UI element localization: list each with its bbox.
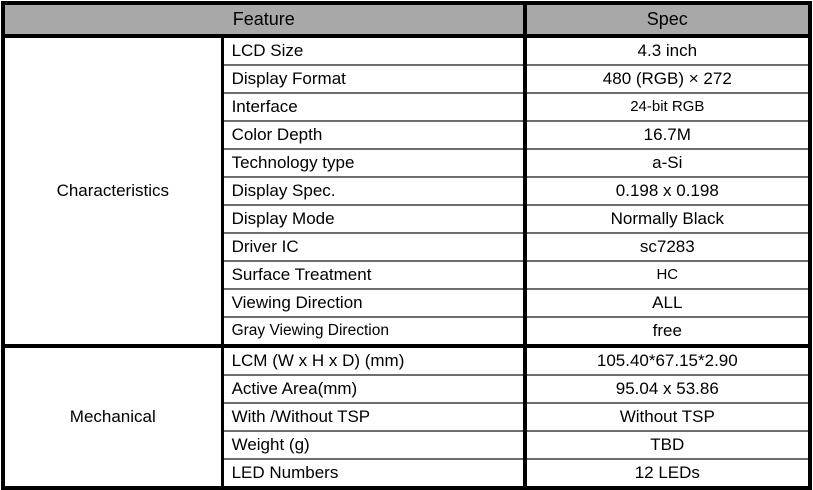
spec-cell: 4.3 inch — [524, 36, 810, 66]
spec-cell: 12 LEDs — [524, 458, 810, 488]
feature-cell: Interface — [222, 92, 527, 122]
feature-cell: Driver IC — [222, 232, 527, 262]
table-row: With /Without TSP Without TSP — [3, 402, 810, 432]
table-row: Surface Treatment HC — [3, 260, 810, 290]
spec-cell: ALL — [524, 288, 810, 318]
table-row: Characteristics LCD Size 4.3 inch — [3, 36, 810, 346]
table-row: Active Area(mm) 95.04 x 53.86 — [3, 374, 810, 404]
feature-cell: With /Without TSP — [222, 402, 527, 432]
header-spec: Spec — [524, 3, 810, 38]
feature-cell: LED Numbers — [222, 458, 527, 488]
table-row: Interface 24-bit RGB — [3, 92, 810, 122]
table-row: Weight (g) TBD — [3, 430, 810, 460]
feature-cell: Surface Treatment — [222, 260, 527, 290]
table-row: Color Depth 16.7M — [3, 120, 810, 150]
spec-cell: 105.40*67.15*2.90 — [524, 344, 810, 376]
table-row: Display Mode Normally Black — [3, 204, 810, 234]
table-row: Driver IC sc7283 — [3, 232, 810, 262]
spec-cell: TBD — [524, 430, 810, 460]
feature-cell: Color Depth — [222, 120, 527, 150]
feature-cell: Active Area(mm) — [222, 374, 527, 404]
feature-cell: Weight (g) — [222, 430, 527, 460]
feature-cell: LCD Size — [222, 36, 527, 66]
feature-cell: Gray Viewing Direction — [222, 316, 527, 347]
spec-cell: HC — [524, 260, 810, 290]
header-feature: Feature — [3, 3, 527, 38]
feature-cell: Technology type — [222, 148, 527, 178]
spec-cell: sc7283 — [524, 232, 810, 262]
feature-cell: Display Spec. — [222, 176, 527, 206]
table-row: Display Spec. 0.198 x 0.198 — [3, 176, 810, 206]
spec-cell: 0.198 x 0.198 — [524, 176, 810, 206]
spec-cell: Without TSP — [524, 402, 810, 432]
table-row: Mechanical LCM (W x H x D) (mm) 105.40*6… — [3, 344, 810, 488]
feature-cell: Viewing Direction — [222, 288, 527, 318]
table-row: Technology type a-Si — [3, 148, 810, 178]
header-row: Feature Spec — [3, 3, 810, 38]
table-row: Display Format 480 (RGB) × 272 — [3, 64, 810, 94]
table-row: Viewing Direction ALL — [3, 288, 810, 318]
feature-cell: Display Mode — [222, 204, 527, 234]
group-cell-mechanical: Mechanical — [3, 344, 224, 488]
group-cell-characteristics: Characteristics — [3, 36, 224, 346]
feature-cell: LCM (W x H x D) (mm) — [222, 344, 527, 376]
spec-cell: a-Si — [524, 148, 810, 178]
spec-cell: Normally Black — [524, 204, 810, 234]
table-row: Gray Viewing Direction free — [3, 316, 810, 347]
feature-cell: Display Format — [222, 64, 527, 94]
spec-cell: 24-bit RGB — [524, 92, 810, 122]
spec-cell: free — [524, 316, 810, 347]
spec-cell: 16.7M — [524, 120, 810, 150]
spec-cell: 480 (RGB) × 272 — [524, 64, 810, 94]
spec-cell: 95.04 x 53.86 — [524, 374, 810, 404]
